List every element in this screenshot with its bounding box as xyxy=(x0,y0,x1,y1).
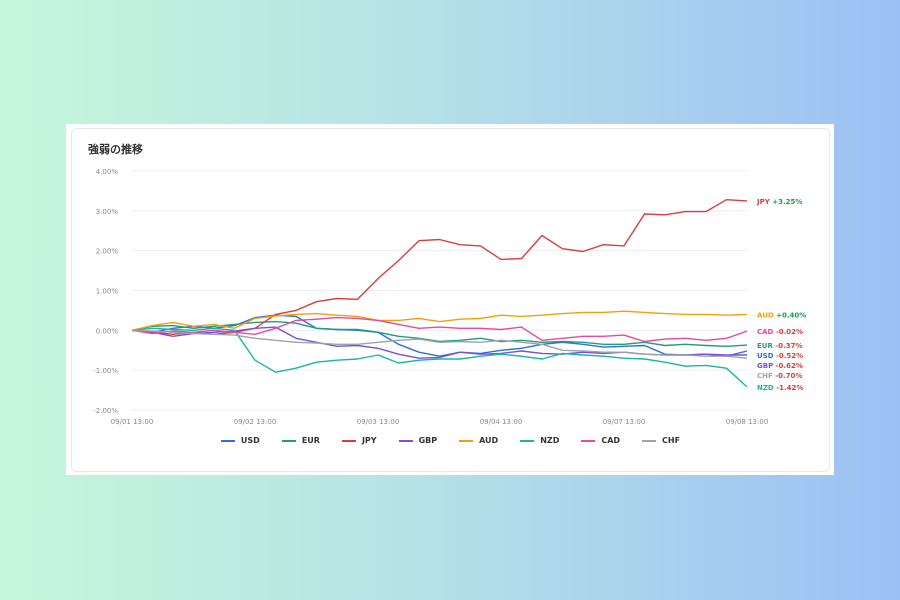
legend-label: JPY xyxy=(361,436,377,445)
x-tick-label: 09/08 13:00 xyxy=(726,418,769,426)
series-line-usd xyxy=(131,314,748,357)
legend-swatch xyxy=(220,439,235,442)
x-tick-label: 09/03 13:00 xyxy=(357,418,400,426)
series-line-nzd xyxy=(131,327,748,388)
legend-swatch xyxy=(459,439,474,442)
legend-label: AUD xyxy=(479,436,499,445)
legend-item-jpy[interactable]: JPY xyxy=(341,436,377,445)
x-tick-label: 09/02 13:00 xyxy=(234,418,277,426)
y-tick-label: 0.00% xyxy=(96,327,119,335)
legend-swatch xyxy=(520,439,535,442)
legend-item-usd[interactable]: USD xyxy=(220,436,260,445)
legend-item-eur[interactable]: EUR xyxy=(281,436,320,445)
end-label-aud: AUD +0.40% xyxy=(757,311,806,319)
legend-swatch xyxy=(581,439,596,442)
x-tick-label: 09/07 13:00 xyxy=(603,418,646,426)
y-tick-label: 2.00% xyxy=(96,248,119,256)
legend-item-gbp[interactable]: GBP xyxy=(398,436,438,445)
chart-card: 強弱の推移 4.00% 3.00% 2.00% 1.00% 0.00% -1.00% -2.… xyxy=(71,128,830,472)
end-label-nzd: NZD -1.42% xyxy=(757,384,803,392)
y-tick-label: -1.00% xyxy=(93,367,118,375)
end-label-gbp: GBP -0.62% xyxy=(757,362,803,370)
legend-label: CHF xyxy=(662,436,681,445)
chart-title: 強弱の推移 xyxy=(88,143,143,156)
legend-swatch xyxy=(341,439,356,442)
legend-swatch xyxy=(642,439,657,442)
series-line-jpy xyxy=(131,198,748,336)
chart-legend: USD EUR JPY GBP AUD NZD CAD CHF xyxy=(72,436,829,445)
x-tick-label: 09/01 13:00 xyxy=(111,418,154,426)
legend-item-aud[interactable]: AUD xyxy=(459,436,498,445)
legend-label: GBP xyxy=(418,436,438,445)
end-label-usd: USD -0.52% xyxy=(757,352,803,360)
legend-item-cad[interactable]: CAD xyxy=(581,436,620,445)
y-tick-label: 4.00% xyxy=(96,168,119,176)
series-line-eur xyxy=(131,320,748,348)
legend-item-chf[interactable]: CHF xyxy=(642,436,680,445)
series-line-chf xyxy=(131,329,748,359)
end-label-jpy: JPY +3.25% xyxy=(756,198,802,206)
legend-label: USD xyxy=(240,436,260,445)
strength-line-chart: 4.00% 3.00% 2.00% 1.00% 0.00% -1.00% -2.00% 09/… xyxy=(93,168,806,426)
series-line-cad xyxy=(131,316,748,343)
end-label-eur: EUR -0.37% xyxy=(757,342,803,350)
end-label-cad: CAD -0.02% xyxy=(757,328,803,336)
end-label-chf: CHF -0.70% xyxy=(757,372,802,380)
legend-label: CAD xyxy=(601,436,621,445)
y-tick-label: -2.00% xyxy=(93,407,118,415)
legend-swatch xyxy=(281,439,296,442)
legend-swatch xyxy=(398,439,413,442)
y-tick-label: 1.00% xyxy=(96,288,119,296)
series-line-aud xyxy=(131,310,748,331)
legend-item-nzd[interactable]: NZD xyxy=(520,436,559,445)
y-tick-label: 3.00% xyxy=(96,208,119,216)
chart-card-frame: 強弱の推移 4.00% 3.00% 2.00% 1.00% 0.00% -1.00% -2.… xyxy=(66,124,834,475)
x-tick-label: 09/04 13:00 xyxy=(480,418,523,426)
legend-label: EUR xyxy=(301,436,320,445)
legend-label: NZD xyxy=(540,436,560,445)
